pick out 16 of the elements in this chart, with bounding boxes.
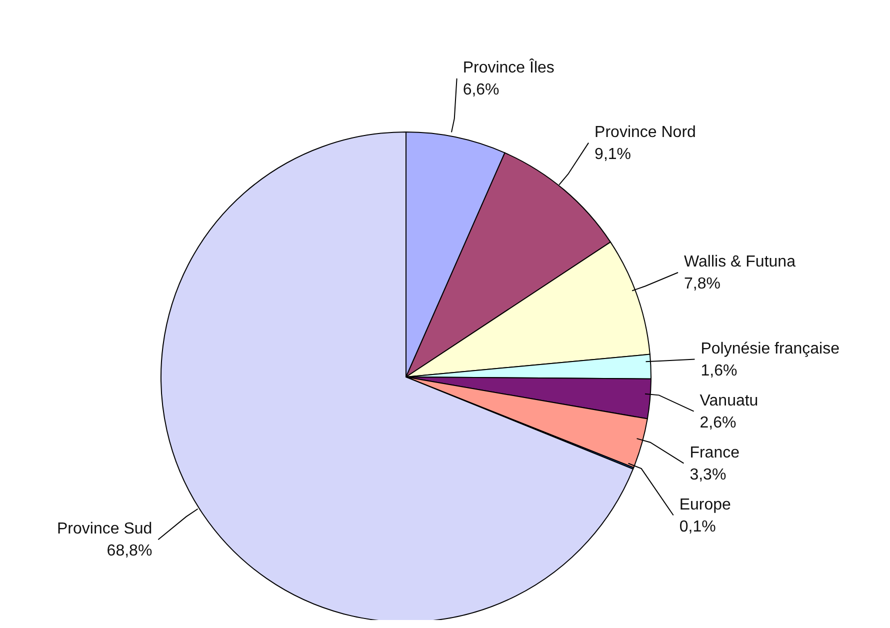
data-label: 6,6% bbox=[462, 81, 500, 98]
data-label: 7,8% bbox=[684, 276, 720, 293]
slice-label: Province Sud bbox=[57, 520, 152, 538]
slice-label: Europe bbox=[679, 496, 732, 514]
data-label: 68,8% bbox=[106, 542, 152, 560]
data-label: 9,1% bbox=[594, 146, 632, 163]
slice-label: Province Nord bbox=[594, 124, 696, 141]
data-label: 0,1% bbox=[679, 518, 716, 536]
data-label: 2,6% bbox=[700, 414, 736, 432]
slice-label: France bbox=[690, 444, 740, 462]
slice-label: Polynésie française bbox=[700, 340, 840, 358]
data-label: 1,6% bbox=[700, 362, 738, 380]
data-label: 3,3% bbox=[690, 466, 726, 484]
slice-label: Wallis & Futuna bbox=[684, 254, 796, 271]
slice-label: Province Îles bbox=[462, 58, 554, 76]
slice-label: Vanuatu bbox=[700, 392, 758, 410]
